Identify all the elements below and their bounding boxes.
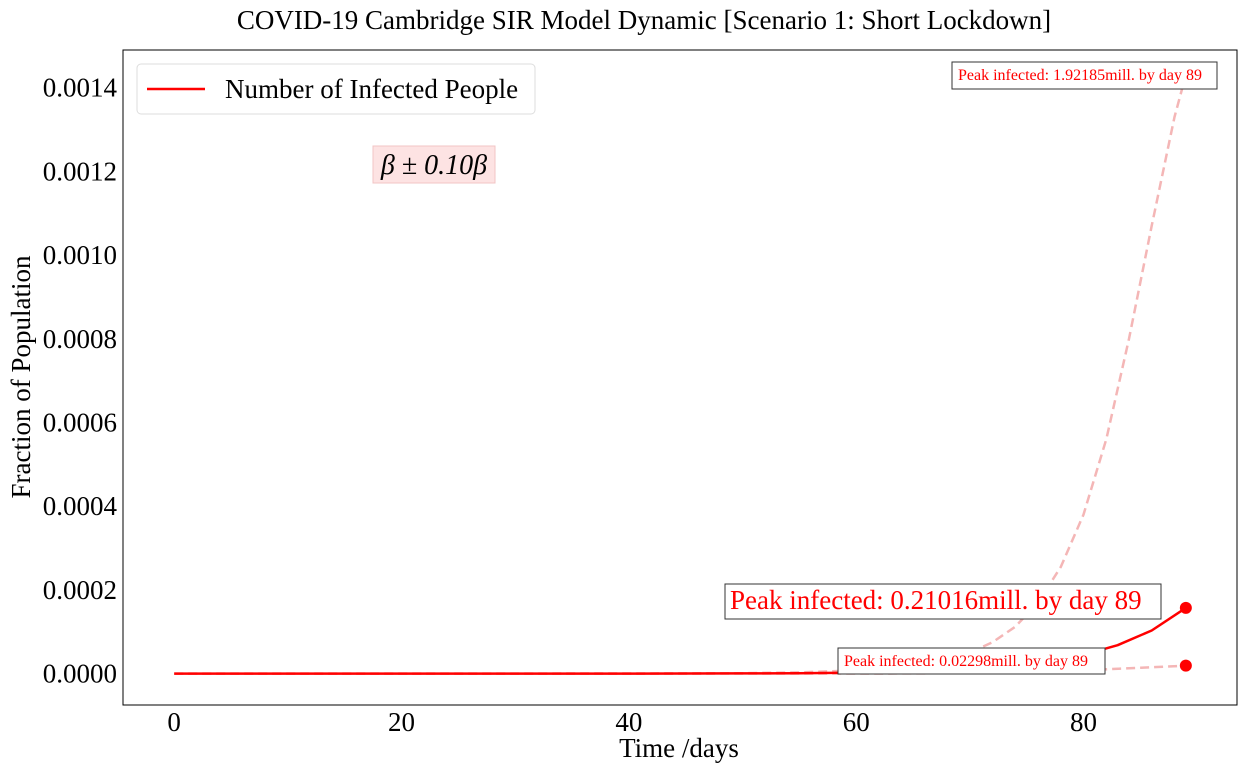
y-tick-label: 0.0004 xyxy=(43,491,118,521)
peak-label-main: Peak infected: 0.21016mill. by day 89 xyxy=(730,585,1142,615)
legend: Number of Infected People xyxy=(136,63,536,115)
x-tick-label: 80 xyxy=(1070,707,1097,737)
x-tick-label: 20 xyxy=(388,707,415,737)
plot-frame xyxy=(122,49,1238,706)
x-axis-ticks: 0 20 40 60 80 xyxy=(167,707,1097,737)
beta-annotation: β ± 0.10β xyxy=(372,145,496,184)
y-axis-label: Fraction of Population xyxy=(6,255,36,498)
y-tick-label: 0.0008 xyxy=(43,324,117,354)
x-axis-label: Time /days xyxy=(619,733,739,763)
peak-marker-2 xyxy=(1179,659,1192,672)
peak-labels: Peak infected: 1.92185mill. by day 89 Pe… xyxy=(724,61,1218,675)
beta-annotation-text: β ± 0.10β xyxy=(380,150,487,181)
peak-label-box-main xyxy=(724,583,1162,620)
y-tick-label: 0.0014 xyxy=(43,73,118,103)
legend-entry-label: Number of Infected People xyxy=(225,74,518,104)
plot-marks xyxy=(174,69,1192,675)
y-tick-label: 0.0010 xyxy=(43,240,117,270)
x-tick-label: 60 xyxy=(843,707,870,737)
peak-label-low: Peak infected: 0.02298mill. by day 89 xyxy=(844,653,1088,670)
y-tick-label: 0.0012 xyxy=(43,156,117,186)
peak-label-box-high xyxy=(951,61,1218,90)
chart-title: COVID-19 Cambridge SIR Model Dynamic [Sc… xyxy=(237,5,1051,35)
peak-label-box-low xyxy=(837,647,1106,675)
x-tick-label: 40 xyxy=(615,707,642,737)
x-tick-label: 0 xyxy=(167,707,181,737)
peak-label-high: Peak infected: 1.92185mill. by day 89 xyxy=(958,67,1202,84)
y-tick-label: 0.0000 xyxy=(43,659,117,689)
y-tick-label: 0.0002 xyxy=(43,575,117,605)
y-tick-label: 0.0006 xyxy=(43,407,117,437)
beta-annotation-box xyxy=(372,145,496,184)
peak-marker-0 xyxy=(1179,601,1192,614)
y-axis-ticks: 0.0000 0.0002 0.0004 0.0006 0.0008 0.0010 0.00… xyxy=(43,73,118,689)
legend-box xyxy=(136,63,536,115)
